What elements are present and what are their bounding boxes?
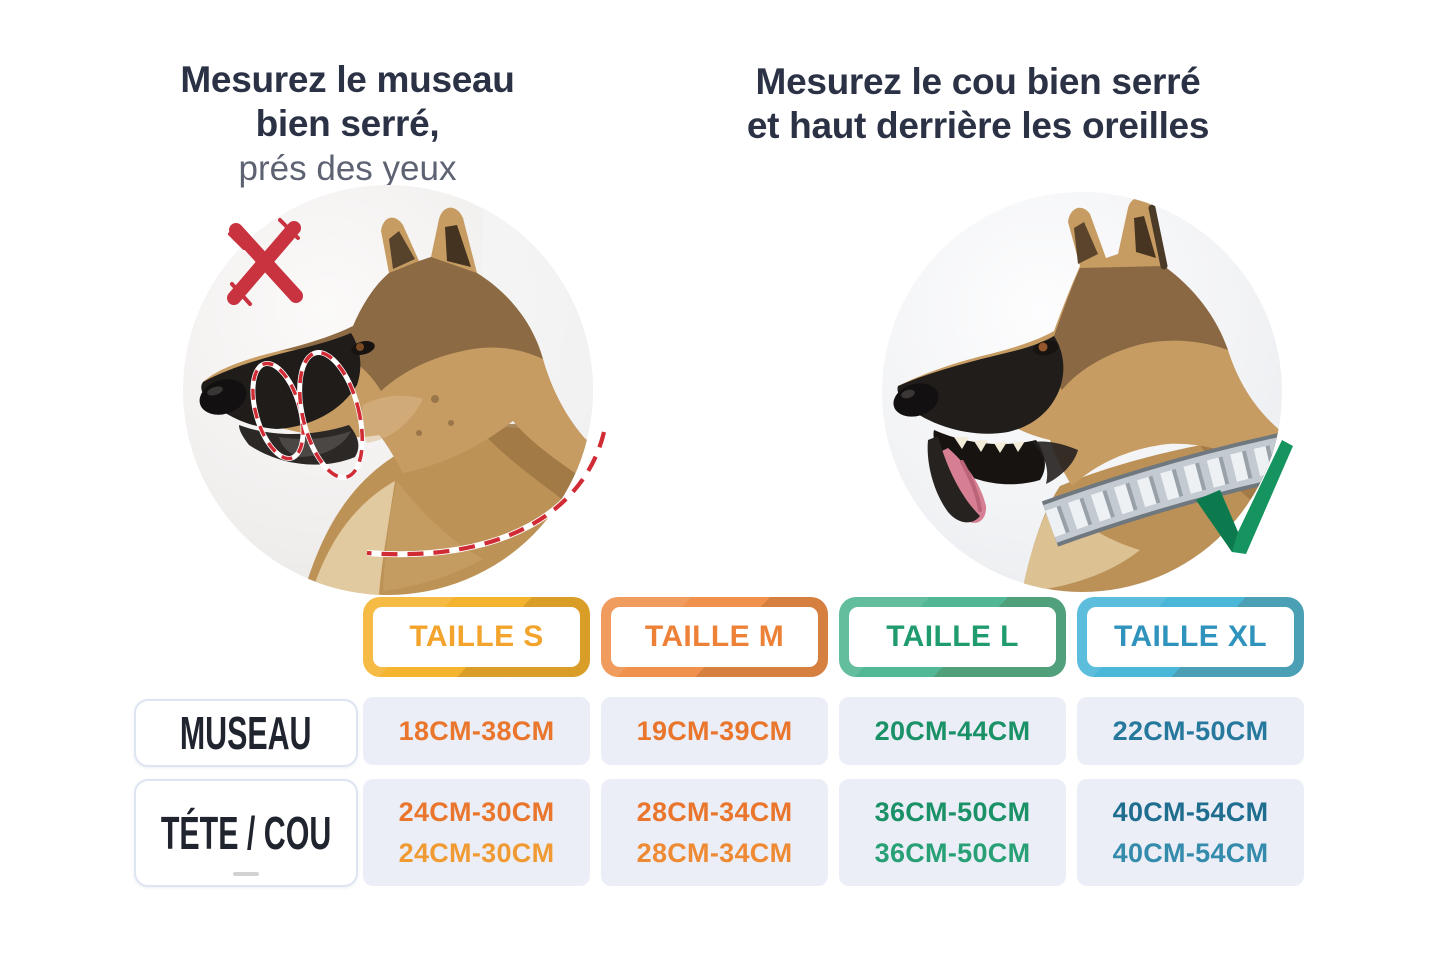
size-badge-m: TAILLE M bbox=[601, 597, 828, 677]
cell-value: 40CM-54CM bbox=[1112, 837, 1269, 868]
left-instruction: Mesurez le museau bien serré, prés des y… bbox=[75, 58, 620, 192]
table-cell-museau-l: 20CM-44CM bbox=[839, 697, 1066, 765]
size-badge-s: TAILLE S bbox=[363, 597, 590, 677]
left-instruction-line2: bien serré, bbox=[255, 103, 440, 144]
right-instruction-line2: et haut derrière les oreilles bbox=[746, 105, 1210, 146]
collar bbox=[1041, 432, 1282, 547]
cell-value: 28CM-34CM bbox=[636, 837, 793, 868]
row-header-museau: MUSEAU bbox=[134, 699, 358, 767]
size-badge-l: TAILLE L bbox=[839, 597, 1066, 677]
size-badge-label: TAILLE S bbox=[409, 620, 544, 653]
table-cell-tete-cou-m: 28CM-34CM 28CM-34CM bbox=[601, 779, 828, 886]
badge-inner: TAILLE L bbox=[849, 607, 1056, 667]
row-header-label: TÉTE / COU bbox=[160, 807, 332, 859]
table-cell-museau-m: 19CM-39CM bbox=[601, 697, 828, 765]
cell-value: 36CM-50CM bbox=[874, 796, 1031, 827]
cell-value: 40CM-54CM bbox=[1112, 796, 1269, 827]
badge-inner: TAILLE M bbox=[611, 607, 818, 667]
size-badge-label: TAILLE XL bbox=[1113, 620, 1268, 653]
cell-value: 36CM-50CM bbox=[874, 837, 1031, 868]
small-dash bbox=[233, 872, 259, 876]
right-instruction-line1: Mesurez le cou bien serré bbox=[755, 61, 1201, 102]
badge-inner: TAILLE S bbox=[373, 607, 580, 667]
x-mark-icon bbox=[227, 218, 303, 306]
cell-value: 24CM-30CM bbox=[398, 796, 555, 827]
row-header-label: MUSEAU bbox=[180, 707, 312, 759]
left-instruction-line3: prés des yeux bbox=[238, 149, 457, 188]
badge-inner: TAILLE XL bbox=[1087, 607, 1294, 667]
table-cell-tete-cou-xl: 40CM-54CM 40CM-54CM bbox=[1077, 779, 1304, 886]
table-cell-tete-cou-l: 36CM-50CM 36CM-50CM bbox=[839, 779, 1066, 886]
cell-value: 19CM-39CM bbox=[636, 715, 793, 746]
check-mark-icon bbox=[1196, 440, 1293, 554]
table-cell-museau-xl: 22CM-50CM bbox=[1077, 697, 1304, 765]
left-instruction-line1: Mesurez le museau bbox=[180, 59, 515, 100]
table-cell-tete-cou-s: 24CM-30CM 24CM-30CM bbox=[363, 779, 590, 886]
cell-value: 18CM-38CM bbox=[398, 715, 555, 746]
dog-collar-illustration bbox=[893, 197, 1282, 592]
size-badge-xl: TAILLE XL bbox=[1077, 597, 1304, 677]
size-badge-label: TAILLE M bbox=[644, 620, 785, 653]
right-instruction: Mesurez le cou bien serré et haut derriè… bbox=[693, 60, 1263, 148]
cell-value: 24CM-30CM bbox=[398, 837, 555, 868]
cell-value: 22CM-50CM bbox=[1112, 715, 1269, 746]
cell-value: 28CM-34CM bbox=[636, 796, 793, 827]
cell-value: 20CM-44CM bbox=[874, 715, 1031, 746]
size-badge-label: TAILLE L bbox=[886, 620, 1019, 653]
row-header-tete-cou: TÉTE / COU bbox=[134, 779, 358, 887]
table-cell-museau-s: 18CM-38CM bbox=[363, 697, 590, 765]
